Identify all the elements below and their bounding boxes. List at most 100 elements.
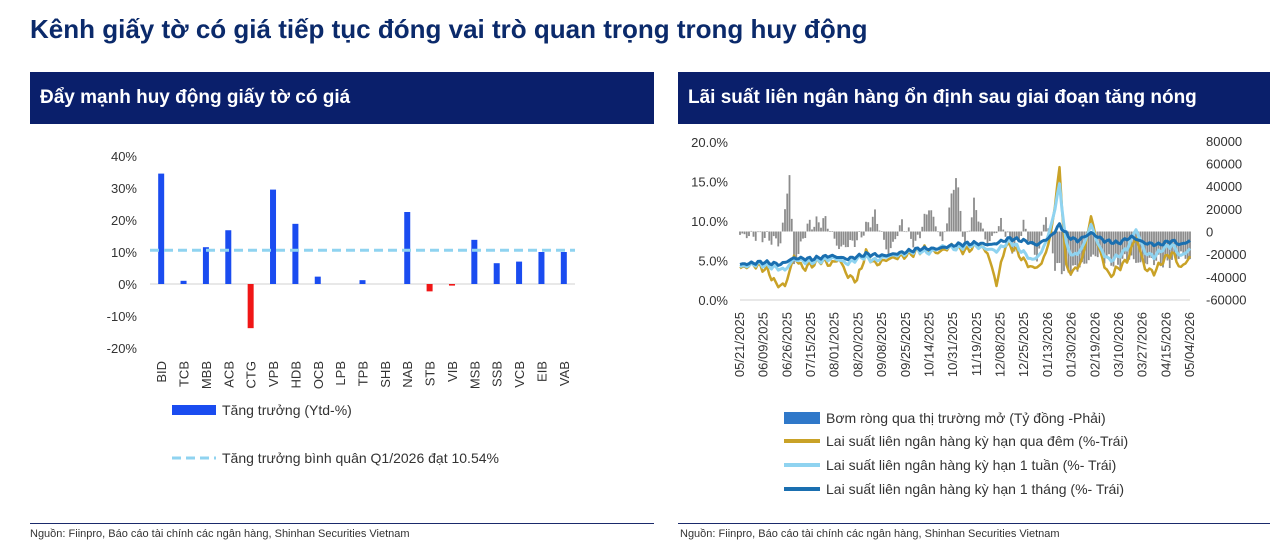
x-date-label: 09/08/2025 <box>874 312 889 377</box>
net-injection-bar <box>993 231 996 234</box>
net-injection-bar <box>750 230 753 232</box>
net-injection-bar <box>831 231 834 232</box>
net-injection-bar <box>1022 219 1025 232</box>
x-tick-label: TCB <box>177 361 192 387</box>
net-injection-bar <box>1002 229 1005 232</box>
right-axis-tick: -60000 <box>1206 292 1246 307</box>
right-axis-tick: 60000 <box>1206 157 1242 172</box>
x-date-label: 01/30/2026 <box>1064 312 1079 377</box>
net-injection-bar <box>1189 231 1191 260</box>
net-injection-bar <box>777 231 780 247</box>
x-tick-label: CTG <box>244 361 259 388</box>
bar-ctg <box>247 284 254 329</box>
legend-label-average: Tăng trưởng bình quân Q1/2026 đạt 10.54% <box>222 450 499 466</box>
net-injection-bar <box>795 231 798 262</box>
net-injection-bar <box>844 231 847 248</box>
x-date-label: 08/01/2025 <box>827 312 842 377</box>
bar-nab <box>404 212 411 284</box>
net-injection-bar <box>860 231 863 238</box>
bar-bid <box>158 173 165 284</box>
net-injection-bar <box>856 231 858 241</box>
net-injection-bar <box>1114 231 1117 258</box>
right-axis-tick: 20000 <box>1206 202 1242 217</box>
net-injection-bar <box>770 231 773 245</box>
x-tick-label: ACB <box>221 361 236 388</box>
x-date-label: 11/19/2025 <box>969 312 984 376</box>
net-injection-bar <box>1085 231 1088 264</box>
left-axis-tick: 20.0% <box>691 135 728 150</box>
x-date-label: 12/08/2025 <box>993 312 1008 377</box>
net-injection-bar <box>1092 231 1095 255</box>
left-axis-tick: 10.0% <box>691 214 728 229</box>
net-injection-bar <box>835 231 838 246</box>
net-injection-bar <box>1029 231 1032 242</box>
net-injection-bar <box>939 231 942 237</box>
net-injection-bar <box>1159 231 1162 265</box>
x-tick-label: VCB <box>512 361 527 388</box>
bar-ocb <box>314 276 321 284</box>
x-tick-label: TPB <box>356 361 371 386</box>
net-injection-bar <box>898 225 901 232</box>
net-injection-bar <box>930 210 933 232</box>
y-tick-label: 40% <box>111 149 137 164</box>
left-source-note: Nguồn: Fiinpro, Báo cáo tài chính các ng… <box>30 528 410 540</box>
net-injection-bar <box>1058 231 1061 263</box>
net-injection-bar <box>1121 231 1124 259</box>
net-injection-bar <box>822 218 825 232</box>
x-date-label: 03/10/2026 <box>1111 312 1126 377</box>
net-injection-bar <box>1054 231 1056 271</box>
net-injection-bar <box>871 216 874 232</box>
x-tick-label: EIB <box>534 361 549 382</box>
net-injection-bar <box>829 231 831 232</box>
net-injection-bar <box>921 226 924 232</box>
x-date-label: 04/15/2026 <box>1158 312 1173 377</box>
net-injection-bar <box>887 231 890 255</box>
x-date-label: 10/31/2025 <box>945 312 960 377</box>
left-axis-tick: 0.0% <box>698 293 728 308</box>
net-injection-bar <box>781 222 784 232</box>
net-injection-bar <box>797 231 800 255</box>
y-tick-label: -10% <box>107 309 138 324</box>
net-injection-bar <box>1148 231 1151 258</box>
bar-stb <box>426 284 433 292</box>
x-date-label: 08/20/2025 <box>850 312 865 377</box>
right-source-divider <box>678 523 1270 524</box>
bar-vpb <box>270 189 277 284</box>
net-injection-bar <box>959 210 962 232</box>
x-tick-label: MSB <box>467 361 482 389</box>
net-injection-bar <box>858 231 861 232</box>
bar-eib <box>538 252 545 284</box>
net-injection-bar <box>1072 231 1074 266</box>
x-tick-label: VPB <box>266 361 281 387</box>
net-injection-bar <box>1099 231 1101 253</box>
y-tick-label: 20% <box>111 213 137 228</box>
net-injection-bar <box>808 219 811 232</box>
net-injection-bar <box>743 231 746 235</box>
net-injection-bar <box>1027 231 1029 242</box>
net-injection-bar <box>811 229 813 232</box>
net-injection-bar <box>1013 231 1016 252</box>
net-injection-bar <box>1006 231 1009 233</box>
net-injection-bar <box>867 222 870 232</box>
bar-vib <box>448 284 455 286</box>
net-injection-bar <box>757 231 759 233</box>
net-injection-bar <box>1139 231 1142 263</box>
x-tick-label: LPB <box>333 361 348 386</box>
net-injection-bar <box>1112 231 1115 267</box>
net-injection-bar <box>817 222 820 232</box>
bar-vcb <box>516 261 523 284</box>
net-injection-bar <box>775 231 777 239</box>
net-injection-bar <box>761 231 764 243</box>
right-axis-tick: -40000 <box>1206 270 1246 285</box>
net-injection-bar <box>1038 231 1041 249</box>
right-axis-tick: -20000 <box>1206 247 1246 262</box>
net-injection-bar <box>889 231 892 249</box>
net-injection-bar <box>907 227 910 232</box>
net-injection-bar <box>1040 231 1043 236</box>
net-injection-bar <box>1018 231 1020 242</box>
net-injection-bar <box>979 222 982 232</box>
x-tick-label: STB <box>423 361 438 386</box>
net-injection-bar <box>975 210 978 232</box>
net-injection-bar <box>1108 231 1110 255</box>
